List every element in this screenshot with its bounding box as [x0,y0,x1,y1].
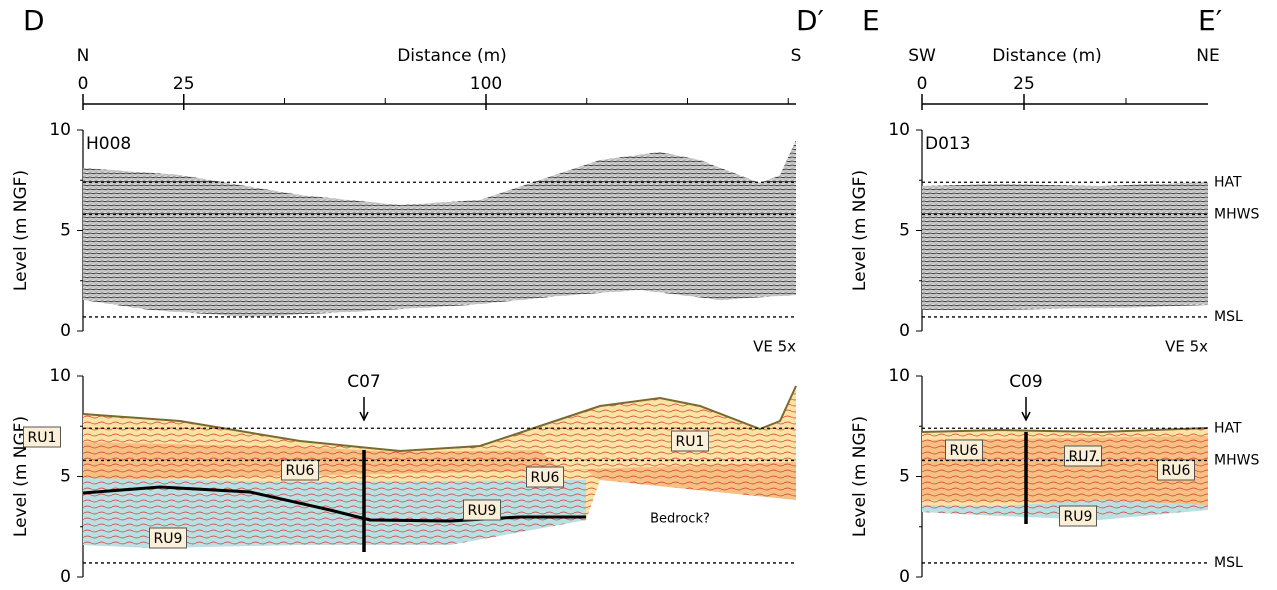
profile-id: D013 [925,134,971,154]
datum-label: HAT [1214,174,1242,190]
x-tick-label: 25 [1013,74,1035,94]
core-arrowhead [359,411,369,422]
unit-label: RU6 [531,470,560,486]
y-tick-label: 10 [888,120,910,140]
surface [921,427,1209,434]
x-tick-label: 25 [173,74,195,94]
vertical-exaggeration: VE 5x [753,338,796,356]
y-tick-label: 0 [899,321,910,341]
direction-right: S [791,46,802,66]
unit-box [463,499,501,521]
bedrock-label: Bedrock? [650,512,710,527]
reflectors [922,428,1208,518]
y-tick-label: 10 [888,366,910,386]
profile-id: H008 [86,134,131,154]
datum-label: MSL [1214,309,1243,325]
y-tick-label: 10 [49,120,71,140]
panel-letter: E [862,4,880,37]
panel-letter: D [23,4,45,37]
unit-box [671,430,709,452]
panel-end-letter: E′ [1198,4,1222,37]
unit-box [526,466,564,488]
y-tick-label: 0 [899,567,910,586]
direction-left: N [77,46,90,66]
core-arrowhead [1021,411,1031,422]
unit-box [149,527,187,549]
core-label: C09 [1009,372,1043,392]
direction-left: SW [908,46,936,66]
x-axis-label: Distance (m) [397,46,507,66]
y-tick-label: 0 [60,321,71,341]
y-axis-label: Level (m NGF) [850,170,870,291]
unit-label: RU7 [1069,449,1098,465]
x-tick-label: 0 [917,74,928,94]
direction-right: NE [1196,46,1219,66]
y-tick-label: 5 [60,467,71,487]
y-tick-label: 5 [899,467,910,487]
y-tick-label: 5 [60,221,71,241]
ru9-boundary [82,485,586,523]
panel-end-letter: D′ [796,4,824,37]
core-label: C07 [347,372,381,392]
unit-label: RU1 [676,434,705,450]
unit-label: RU9 [154,531,183,547]
unit-box [1059,505,1097,527]
unit-label: RU9 [468,503,497,519]
unit-label: RU9 [1064,509,1093,525]
unit-label: RU6 [950,443,979,459]
datum-label: MHWS [1214,452,1259,468]
y-tick-label: 0 [60,567,71,586]
reflectors [83,386,796,548]
seismic-section [922,182,1208,310]
unit-label: RU1 [28,430,57,446]
datum-label: MSL [1214,555,1243,571]
unit-label: RU6 [286,463,315,479]
y-axis-label: Level (m NGF) [11,170,31,291]
y-axis-label: Level (m NGF) [850,416,870,537]
vertical-exaggeration: VE 5x [1165,338,1208,356]
datum-label: HAT [1214,420,1242,436]
y-tick-label: 10 [49,366,71,386]
y-tick-label: 5 [899,221,910,241]
unit-box [23,426,61,448]
x-tick-label: 100 [470,74,502,94]
unit-label: RU6 [1162,463,1191,479]
x-tick-label: 0 [78,74,89,94]
x-axis-label: Distance (m) [992,46,1102,66]
seismic-section [83,140,796,317]
datum-label: MHWS [1214,206,1259,222]
